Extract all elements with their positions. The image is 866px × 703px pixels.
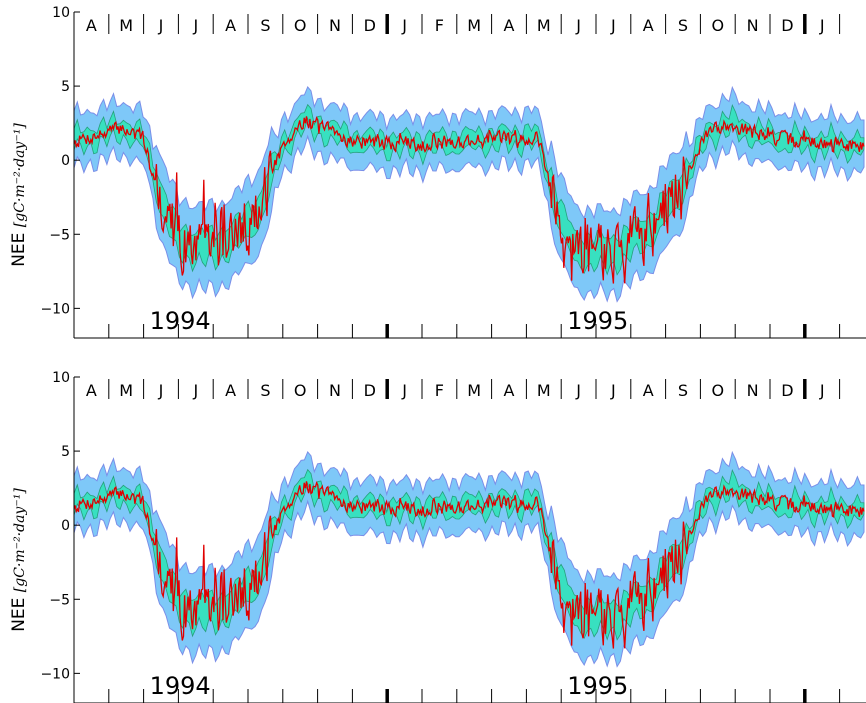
y-tick-label: −5 bbox=[49, 227, 70, 243]
y-axis-label: NEE [gC·m⁻²·day⁻¹] bbox=[9, 488, 29, 632]
month-label: J bbox=[610, 381, 616, 400]
y-tick-label: 0 bbox=[61, 153, 70, 169]
month-label: J bbox=[401, 381, 407, 400]
month-label: F bbox=[435, 381, 444, 400]
inner-uncertainty-band bbox=[74, 103, 865, 276]
observed-nee-line bbox=[74, 481, 865, 649]
month-label: D bbox=[781, 381, 793, 400]
month-label: A bbox=[643, 381, 654, 400]
y-axis-label: NEE [gC·m⁻²·day⁻¹] bbox=[9, 123, 29, 267]
month-label: J bbox=[819, 16, 825, 35]
month-label: M bbox=[537, 16, 551, 35]
nee-panel-1: −10 −5 0 5 10 A M J J A S O N D J F M A M J J A S O N D J 1994 1995 N… bbox=[9, 5, 866, 339]
y-tick-label: −5 bbox=[49, 592, 70, 608]
month-label: S bbox=[678, 16, 688, 35]
month-label: J bbox=[575, 381, 581, 400]
y-tick-label: −10 bbox=[40, 666, 70, 682]
month-label: M bbox=[119, 381, 133, 400]
y-tick-label: 10 bbox=[52, 370, 70, 386]
month-label: O bbox=[712, 381, 725, 400]
y-tick-label: 10 bbox=[52, 5, 70, 21]
month-label: D bbox=[364, 16, 376, 35]
y-tick-label: 0 bbox=[61, 518, 70, 534]
month-label: J bbox=[192, 16, 198, 35]
month-label: N bbox=[747, 16, 759, 35]
month-label: A bbox=[86, 381, 97, 400]
month-label: M bbox=[537, 381, 551, 400]
outer-uncertainty-band bbox=[74, 450, 865, 668]
month-label: A bbox=[504, 16, 515, 35]
month-label: O bbox=[294, 16, 307, 35]
y-tick-label: −10 bbox=[40, 301, 70, 317]
month-label: O bbox=[294, 381, 307, 400]
month-label: A bbox=[504, 381, 515, 400]
month-label: A bbox=[643, 16, 654, 35]
month-label: M bbox=[119, 16, 133, 35]
inner-uncertainty-band bbox=[74, 468, 865, 641]
month-label: J bbox=[192, 381, 198, 400]
month-label: A bbox=[86, 16, 97, 35]
month-label: F bbox=[435, 16, 444, 35]
month-label: O bbox=[712, 16, 725, 35]
month-label: D bbox=[781, 16, 793, 35]
month-label: J bbox=[819, 381, 825, 400]
month-label: J bbox=[575, 16, 581, 35]
month-label: N bbox=[747, 381, 759, 400]
year-label: 1994 bbox=[150, 307, 211, 335]
month-label: J bbox=[158, 381, 164, 400]
month-label: S bbox=[260, 16, 270, 35]
y-tick-label: 5 bbox=[61, 79, 70, 95]
year-label: 1994 bbox=[150, 672, 211, 700]
month-label: M bbox=[467, 16, 481, 35]
month-label: D bbox=[364, 381, 376, 400]
plot-area bbox=[74, 85, 865, 303]
month-label: M bbox=[467, 381, 481, 400]
y-tick-label: 5 bbox=[61, 444, 70, 460]
plot-area bbox=[74, 450, 865, 668]
month-label: J bbox=[401, 16, 407, 35]
month-label: J bbox=[158, 16, 164, 35]
year-label: 1995 bbox=[567, 672, 628, 700]
observed-nee-line bbox=[74, 116, 865, 284]
year-label: 1995 bbox=[567, 307, 628, 335]
month-label: A bbox=[225, 381, 236, 400]
month-label: S bbox=[260, 381, 270, 400]
month-label: N bbox=[329, 16, 341, 35]
month-label: J bbox=[610, 16, 616, 35]
nee-panel-2: −10 −5 0 5 10 A M J J A S O N D J F M A M J J A S O N D J 1994 1995 N… bbox=[9, 370, 866, 703]
month-label: S bbox=[678, 381, 688, 400]
month-label: A bbox=[225, 16, 236, 35]
outer-uncertainty-band bbox=[74, 85, 865, 303]
month-label: N bbox=[329, 381, 341, 400]
